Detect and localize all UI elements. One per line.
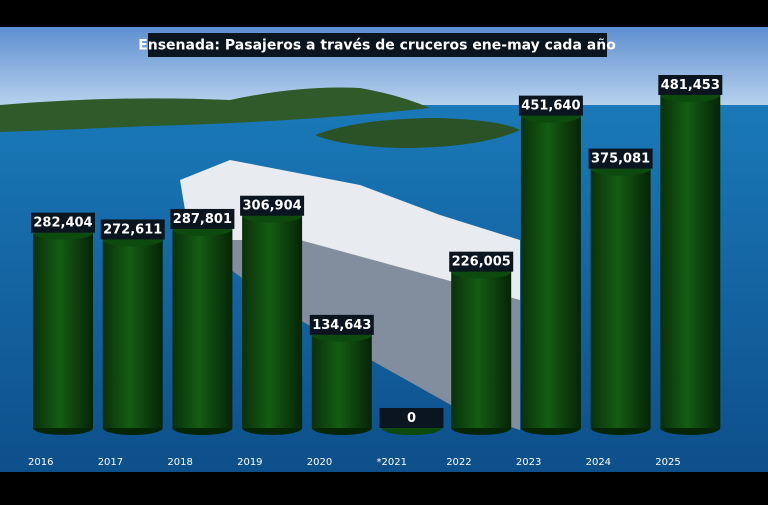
value-label: 287,801 <box>173 212 232 227</box>
x-tick-label: 2020 <box>307 457 332 468</box>
x-tick-label: 2018 <box>167 457 192 468</box>
value-label: 375,081 <box>591 152 650 167</box>
value-label-box <box>588 148 653 169</box>
x-tick-label: 2022 <box>446 457 471 468</box>
value-label: 306,904 <box>242 199 301 214</box>
value-label-box <box>31 212 95 233</box>
island <box>0 87 430 132</box>
value-label-box <box>100 219 165 240</box>
value-label: 272,611 <box>103 222 162 237</box>
x-tick-label: 2019 <box>237 457 262 468</box>
value-label: 282,404 <box>33 216 92 231</box>
value-label-box <box>449 251 514 272</box>
value-label: 134,643 <box>312 318 371 333</box>
island <box>315 118 520 148</box>
value-label: 481,453 <box>661 78 720 93</box>
x-tick-label: 2017 <box>98 457 123 468</box>
bar <box>311 334 372 428</box>
bar <box>172 228 233 428</box>
bar <box>102 239 163 428</box>
value-label: 451,640 <box>521 99 580 114</box>
x-tick-label: 2023 <box>516 457 541 468</box>
bar <box>660 95 721 428</box>
value-label-box <box>658 75 723 95</box>
bar <box>242 215 303 428</box>
value-label-box <box>379 408 444 428</box>
value-label-box <box>240 195 305 216</box>
value-label: 226,005 <box>452 255 511 270</box>
x-tick-label: 2016 <box>28 457 53 468</box>
bar <box>520 115 581 428</box>
value-label: 0 <box>407 411 416 426</box>
title-box <box>148 33 607 57</box>
value-label-box <box>518 95 583 116</box>
bar <box>451 271 512 428</box>
value-label-box <box>170 208 235 229</box>
value-label-box <box>309 314 374 335</box>
bar <box>33 232 93 428</box>
frame <box>0 472 768 505</box>
x-tick-label: 2025 <box>655 457 680 468</box>
chart-title: Ensenada: Pasajeros a través de cruceros… <box>138 38 616 54</box>
x-tick-label: 2024 <box>586 457 611 468</box>
x-tick-label: *2021 <box>377 457 407 468</box>
bar <box>590 168 651 428</box>
